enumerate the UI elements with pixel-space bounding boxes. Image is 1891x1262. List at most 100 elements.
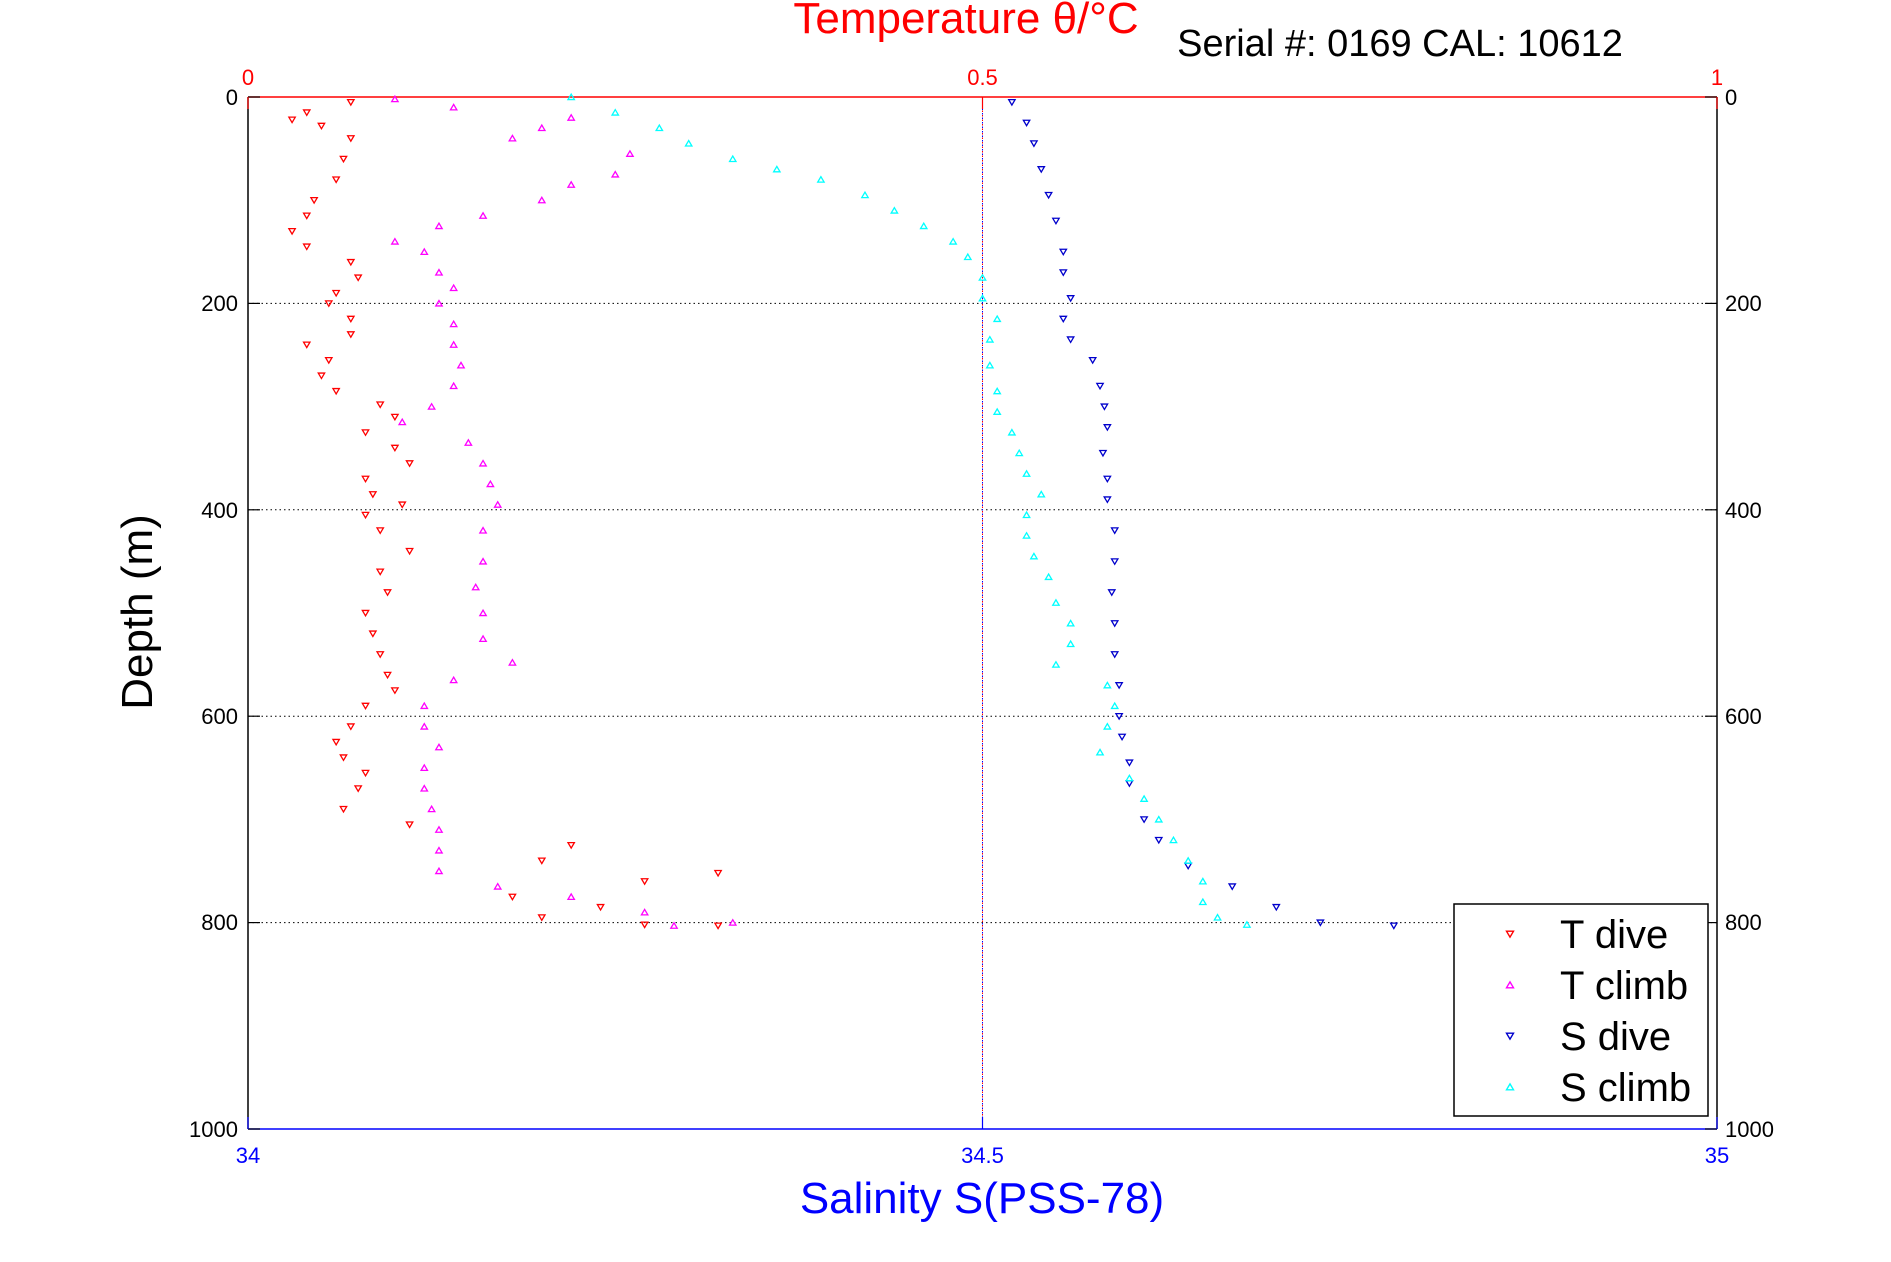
data-point-t-dive [640,878,649,886]
data-point-t-dive [331,176,341,184]
axis-ticks [247,96,1718,1130]
data-point-t-dive [361,609,370,618]
data-point-t-dive [508,893,517,901]
data-point-t-climb [390,237,400,245]
x-top-tick-label: 1 [1711,65,1723,90]
data-point-t-dive [339,155,348,164]
data-point-t-climb [471,583,481,591]
serial-text: Serial #: 0169 CAL: 10612 [1177,23,1623,65]
legend-label-s-climb: S climb [1560,1066,1691,1110]
data-point-s-climb [992,386,1002,395]
data-point-t-dive [713,869,723,878]
data-point-t-climb [493,500,503,508]
data-point-s-dive [1088,356,1098,365]
data-point-t-climb [478,526,488,534]
data-point-t-dive [331,387,341,396]
data-point-s-dive [1125,759,1134,767]
data-point-t-climb [486,479,495,488]
data-point-t-climb [390,94,400,103]
data-point-t-climb [478,459,488,467]
data-point-s-climb [1051,598,1061,606]
data-point-t-dive [537,914,547,922]
data-point-s-dive [1044,191,1053,200]
data-point-t-climb [610,170,620,178]
data-point-t-climb [566,113,576,121]
data-point-t-dive [375,401,385,409]
data-point-t-dive [309,196,319,205]
legend-box [1453,903,1709,1117]
data-point-s-dive [1029,140,1039,148]
data-point-t-climb [449,103,458,111]
data-point-t-climb [434,268,444,276]
data-point-s-climb [1110,701,1120,710]
data-point-s-dive [1103,475,1112,484]
data-point-s-climb [1169,835,1178,844]
y-right-tick-labels: 0 200 400 600 800 1000 [1725,85,1774,1142]
data-point-t-dive [390,413,400,422]
data-point-s-dive [1114,712,1124,721]
data-point-t-climb [419,701,429,710]
data-point-t-climb [728,918,738,926]
data-point-t-climb [419,763,429,772]
data-point-t-climb [434,742,444,751]
data-point-t-dive [405,460,414,468]
data-point-t-dive [713,922,723,930]
x-bottom-tick-label: 35 [1705,1143,1729,1168]
data-point-s-climb [963,252,973,261]
y-left-tick-label: 600 [201,704,238,729]
data-point-s-climb [1044,572,1053,581]
data-point-s-climb [1014,448,1024,457]
x-top-tick-label: 0.5 [967,65,998,90]
data-point-t-dive [324,356,334,365]
x-bottom-tick-label: 34 [236,1143,260,1168]
data-point-s-dive [1095,382,1105,391]
data-point-t-dive [346,258,356,267]
data-point-t-dive [375,568,385,576]
data-point-s-climb [1007,428,1017,436]
data-points [287,92,1399,930]
data-point-s-climb [1029,552,1039,560]
data-point-t-climb [464,438,473,446]
data-point-t-dive [287,227,297,236]
data-point-t-dive [287,116,297,124]
data-point-s-climb [919,221,929,230]
data-point-s-climb [948,237,958,245]
data-point-s-dive [1114,682,1124,690]
data-point-s-climb [1103,681,1112,689]
data-point-t-dive [361,475,370,484]
y-axis-title: Depth (m) [113,514,162,710]
data-point-t-dive [353,274,363,282]
data-point-s-climb [1051,660,1061,668]
data-point-t-dive [368,630,378,638]
data-point-t-dive [361,429,370,437]
data-point-t-dive [346,98,356,107]
data-point-t-climb [419,784,429,792]
data-point-t-dive [640,921,649,929]
data-point-t-dive [361,702,370,711]
data-point-t-climb [427,804,436,813]
data-point-t-dive [596,903,605,912]
data-point-s-dive [1066,295,1075,303]
data-point-t-dive [353,785,363,793]
data-point-s-dive [1103,496,1112,504]
data-point-s-climb [1095,748,1105,756]
y-right-tick-label: 600 [1725,704,1762,729]
data-point-t-climb [508,134,517,142]
temperature-axis-title: Temperature θ/°C [793,0,1138,43]
data-point-s-climb [1022,531,1031,539]
x-top-tick-labels: 0 0.5 1 [242,65,1723,90]
x-bottom-tick-labels: 34 34.5 35 [236,1143,1729,1168]
data-point-s-climb [566,92,576,101]
y-left-tick-label: 0 [226,85,238,110]
data-point-t-climb [640,908,649,916]
data-point-t-climb [434,846,444,854]
data-point-s-climb [728,154,738,163]
data-point-t-dive [346,331,356,339]
data-point-t-dive [317,372,326,380]
data-point-t-dive [317,122,326,131]
data-point-s-climb [1066,639,1075,648]
y-left-tick-label: 800 [201,910,238,935]
data-point-s-dive [1066,336,1075,344]
data-point-s-dive [1058,315,1068,324]
data-point-t-dive [390,687,400,695]
